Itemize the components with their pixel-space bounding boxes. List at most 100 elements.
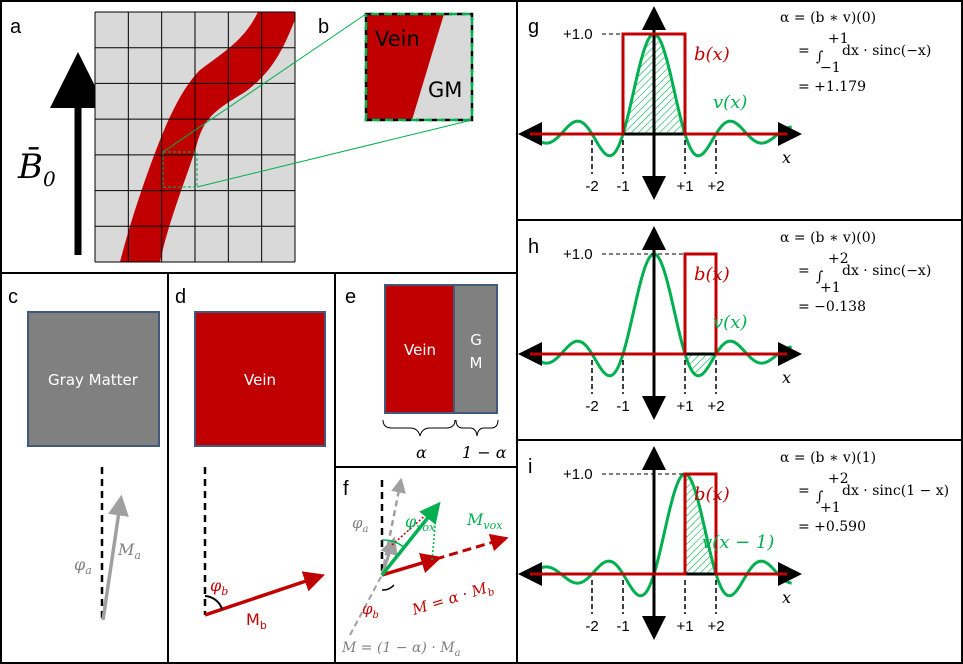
tick-label: -1	[616, 178, 629, 195]
integral-upper-limit: +2	[828, 471, 849, 487]
panel-a: a B̄0	[10, 11, 473, 263]
equation-result: = +0.590	[798, 519, 866, 535]
mb-scaled-arrow-f	[381, 552, 443, 577]
panel-e: e Vein G M α 1 − α	[345, 284, 507, 462]
integral-upper-limit: +1	[828, 31, 849, 47]
ma-dashed-arrow-f	[380, 477, 406, 576]
box-function	[530, 472, 788, 576]
parallelogram-right	[431, 504, 438, 561]
vein-box	[194, 311, 326, 447]
equation-equals: =	[798, 263, 810, 279]
plot-h: h +1.0 -2 -1 +1 +2 x b(x) v(x) α = (b ∗ v)(0) = ∫ +2…	[518, 226, 931, 420]
gm-label-b: GM	[428, 78, 462, 102]
mvox-arrow-f	[380, 501, 441, 577]
gm-fraction-box	[453, 284, 498, 414]
equation-line-1: α = (b ∗ v)(0)	[780, 230, 876, 246]
phi-a-label-c: φa	[74, 555, 92, 577]
b0-label: B̄0	[17, 146, 56, 191]
panel-f: f φa φvox Mvox φb M = α · Mb M = (1 − α)…	[341, 477, 509, 659]
integral-sign: ∫	[816, 489, 823, 505]
panel-label-a: a	[10, 16, 22, 38]
one-minus-alpha-label-e: 1 − α	[462, 443, 507, 462]
box-function	[530, 252, 788, 356]
phi-b-label-d: φb	[210, 576, 228, 598]
panel-label-h: h	[528, 236, 539, 258]
equation-line-1: α = (b ∗ v)(0)	[780, 10, 876, 26]
voxel-grid	[94, 11, 296, 263]
zoom-voxel	[162, 151, 198, 188]
alpha-brace	[382, 419, 456, 437]
ma-scaled-arrow-f	[380, 536, 398, 576]
integrand: dx · sinc(−x)	[842, 43, 931, 59]
zoom-line-bottom	[196, 119, 473, 188]
panel-label-i: i	[528, 456, 532, 478]
tick-label: -1	[616, 398, 629, 415]
panel-label-b: b	[318, 16, 329, 38]
vein-fraction-box	[384, 284, 455, 414]
tick-label: +1	[676, 398, 693, 415]
vein-label-b: Vein	[375, 27, 420, 51]
vein-shape	[120, 12, 295, 262]
phase-arc-d	[204, 595, 223, 610]
sinc-label: v(x − 1)	[702, 532, 774, 553]
tick-label: -1	[616, 618, 629, 635]
tick-label: -2	[585, 398, 598, 415]
box-function	[530, 32, 788, 136]
y-marker-label: +1.0	[563, 466, 593, 483]
box-function-label: b(x)	[694, 484, 730, 505]
sinc-label: v(x)	[713, 92, 747, 113]
mb-arrow-d	[204, 571, 325, 617]
integral-sign: ∫	[816, 269, 823, 285]
gm-label-e-line2: M	[470, 354, 483, 372]
plot-g: g +1.0 -2 -1 +1 +2 x b(x) v(x) α = (b ∗ v)(0) = ∫ +1…	[518, 6, 931, 200]
panel-label-d: d	[175, 286, 186, 308]
integral-lower-limit: +1	[820, 500, 841, 516]
panel-label-c: c	[8, 286, 18, 308]
phi-b-arc-f	[381, 584, 395, 591]
phi-a-label-f: φa	[352, 514, 369, 535]
tick-label: -2	[585, 618, 598, 635]
box-function-label: b(x)	[694, 264, 730, 285]
integral-upper-limit: +2	[828, 251, 849, 267]
tick-label: +1	[676, 178, 693, 195]
y-marker-label: +1.0	[563, 26, 593, 43]
plot-i: i +1.0 -2 -1 +1 +2 x b(x) v(x − 1) α = (b ∗ v)(1)…	[518, 446, 949, 640]
panel-b: b Vein GM	[318, 12, 474, 122]
equation-line-1: α = (b ∗ v)(1)	[780, 450, 876, 466]
box-function-label: b(x)	[694, 44, 730, 65]
mb-equation-f: M = α · Mb	[409, 577, 496, 622]
vein-label-e: Vein	[404, 341, 436, 359]
voxel-zoom-border-green	[364, 12, 474, 122]
one-minus-alpha-brace	[455, 419, 499, 437]
x-axis-label: x	[782, 368, 791, 387]
gray-matter-label: Gray Matter	[48, 371, 139, 389]
convolution-plots: g +1.0-2 -1 +1 +2xb(x)v(x)α = (b ∗ v)(0)= ∫+1…	[518, 6, 949, 640]
ma-label-c: Ma	[117, 540, 141, 562]
integral-sign: ∫	[816, 49, 823, 65]
mvox-label-f: Mvox	[466, 510, 503, 532]
integral-lower-limit: +1	[820, 280, 841, 296]
tick-label: +2	[707, 398, 724, 415]
equation-equals: =	[798, 43, 810, 59]
tick-label: +2	[707, 178, 724, 195]
equation-result: = +1.179	[798, 79, 866, 95]
mb-label-d: Mb	[246, 610, 267, 632]
x-axis-label: x	[782, 588, 791, 607]
phi-vox-label-f: φvox	[405, 512, 436, 534]
integrand: dx · sinc(1 − x)	[842, 483, 949, 499]
gray-matter-box	[27, 311, 160, 447]
integral-lower-limit: −1	[820, 60, 841, 76]
x-axis-label: x	[782, 148, 791, 167]
voxel-vein-region	[366, 14, 444, 120]
equation-equals: =	[798, 483, 810, 499]
panel-label-f: f	[343, 478, 349, 500]
zoom-line-top	[162, 13, 367, 153]
sinc-curve	[526, 252, 792, 378]
phi-vox-arc	[381, 539, 406, 549]
tick-label: +2	[707, 618, 724, 635]
tick-label: +1	[676, 618, 693, 635]
equation-result: = −0.138	[798, 299, 866, 315]
panel-label-e: e	[345, 286, 356, 308]
gm-label-e-line1: G	[470, 331, 482, 349]
